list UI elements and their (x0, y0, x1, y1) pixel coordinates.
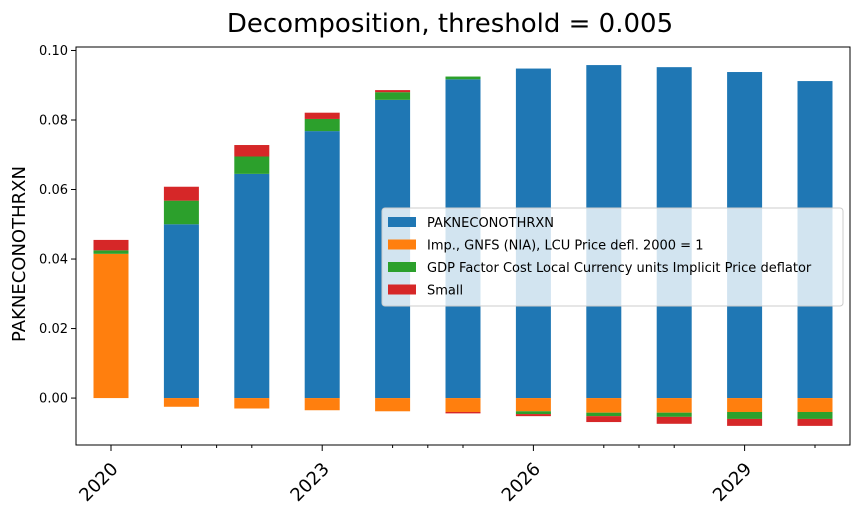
bar-segment-2028-series-3 (656, 416, 692, 424)
legend-swatch (388, 284, 416, 295)
bar-segment-2027-series-3 (586, 416, 622, 423)
y-tick-label: 0.00 (39, 392, 68, 407)
bar-segment-2030-series-1 (797, 398, 833, 412)
bar-segment-2029-series-3 (727, 418, 763, 426)
bar-segment-2022-series-3 (234, 145, 270, 157)
y-tick-label: 0.04 (39, 253, 68, 268)
legend-label: PAKNECONOTHRXN (427, 216, 554, 231)
bar-segment-2024-series-3 (375, 90, 411, 93)
bar-segment-2021-series-0 (163, 224, 199, 399)
bar-segment-2030-series-3 (797, 418, 833, 426)
x-tick-label: 2023 (286, 459, 333, 506)
legend-swatch (388, 239, 416, 250)
bar-segment-2024-series-2 (375, 92, 411, 100)
y-tick-label: 0.08 (39, 113, 68, 128)
bar-segment-2023-series-2 (304, 118, 340, 132)
legend: PAKNECONOTHRXN Imp., GNFS (NIA), LCU Pric… (381, 207, 844, 307)
bar-segment-2025-series-2 (445, 76, 481, 80)
bar-segment-2026-series-3 (515, 414, 551, 417)
bar-segment-2022-series-1 (234, 398, 270, 409)
bar-segment-2027-series-1 (586, 398, 622, 413)
bar-segment-2021-series-3 (163, 186, 199, 201)
bar-segment-2025-series-3 (445, 411, 481, 414)
x-tick-label: 2020 (75, 459, 122, 506)
bar-segment-2020-series-3 (93, 239, 129, 251)
y-tick-label: 0.06 (39, 183, 68, 198)
bar-segment-2021-series-2 (163, 200, 199, 225)
bar-segment-2023-series-0 (304, 131, 340, 399)
bar-segment-2020-series-1 (93, 253, 129, 399)
legend-label: GDP Factor Cost Local Currency units Imp… (427, 261, 812, 276)
y-tick-label: 0.02 (39, 322, 68, 337)
legend-swatch (388, 262, 416, 272)
bar-segment-2022-series-2 (234, 156, 270, 174)
bar-segment-2020-series-2 (93, 250, 129, 254)
bar-segment-2027-series-2 (586, 412, 622, 417)
bar-segment-2030-series-2 (797, 411, 833, 419)
bar-segment-2021-series-1 (163, 398, 199, 407)
bar-segment-2028-series-2 (656, 412, 692, 417)
y-axis-label: PAKNECONOTHRXN (9, 166, 30, 342)
legend-box (381, 207, 844, 307)
y-axis: 0.00 0.02 0.04 0.06 0.08 0.10 (39, 44, 76, 407)
legend-swatch (388, 217, 416, 227)
bar-segment-2028-series-1 (656, 398, 692, 413)
bar-segment-2026-series-1 (515, 398, 551, 412)
bar-segment-2029-series-2 (727, 411, 763, 419)
bar-segment-2029-series-1 (727, 398, 763, 412)
bar-segment-2022-series-0 (234, 173, 270, 399)
bar-segment-2023-series-1 (304, 398, 340, 411)
bar-segment-2026-series-2 (515, 411, 551, 415)
bar-segment-2023-series-3 (304, 112, 340, 119)
y-tick-label: 0.10 (39, 44, 68, 59)
x-tick-label: 2029 (709, 459, 756, 506)
bar-segment-2024-series-1 (375, 398, 411, 412)
chart-title: Decomposition, threshold = 0.005 (227, 9, 673, 39)
x-tick-label: 2026 (498, 459, 545, 506)
legend-label: Imp., GNFS (NIA), LCU Price defl. 2000 =… (427, 239, 703, 254)
x-axis: 2020 2023 2026 2029 (75, 445, 816, 506)
legend-label: Small (427, 284, 463, 299)
bar-segment-2025-series-1 (445, 398, 481, 412)
